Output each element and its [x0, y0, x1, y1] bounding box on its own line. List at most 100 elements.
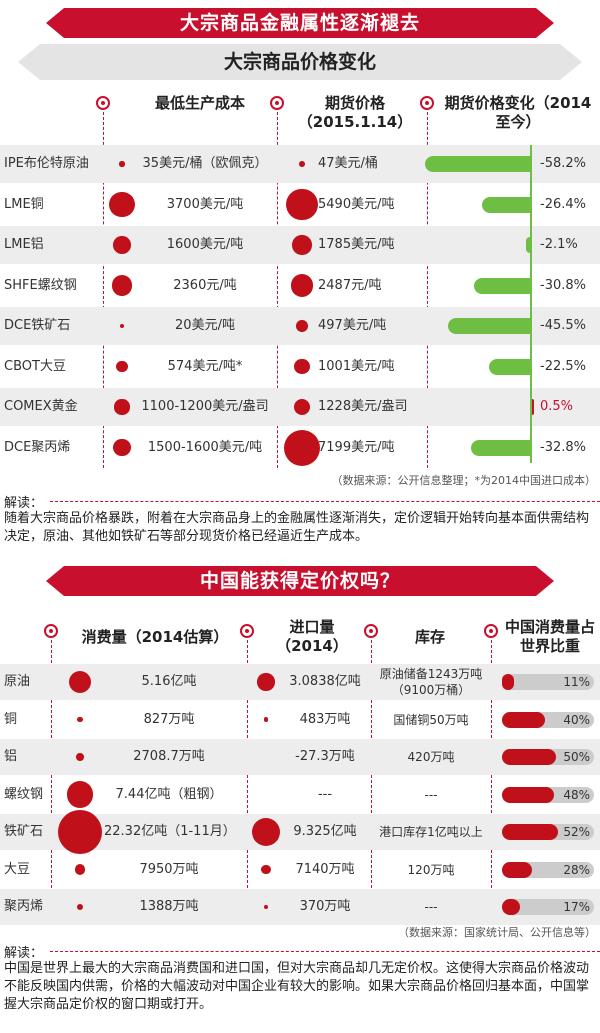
consumption-dot [68, 670, 92, 694]
cost-dot [114, 399, 130, 415]
futures-value: 2487元/吨 [318, 277, 382, 293]
header-cost: 最低生产成本 [154, 94, 245, 112]
share-label: 28% [563, 862, 590, 877]
futures-value: 47美元/桶 [318, 156, 378, 171]
inventory-value: --- [424, 787, 438, 802]
jiedu-divider [50, 501, 600, 502]
change-label: -30.8% [540, 277, 586, 293]
inventory-value: 国储铜50万吨 [393, 712, 469, 727]
change-label: -32.8% [540, 439, 586, 455]
section1-jiedu-label: 解读： [4, 496, 44, 511]
jiedu-divider [50, 951, 600, 952]
cost-value: 1600美元/吨 [166, 237, 244, 252]
futures-dot [299, 161, 305, 167]
table-row: 铝 2708.7万吨 -27.3万吨 420万吨 50% [0, 739, 600, 775]
column-divider [427, 112, 428, 468]
cost-dot [113, 236, 131, 254]
table-row: 铜 827万吨 483万吨 国储铜50万吨 40% [0, 702, 600, 738]
column-divider [51, 640, 52, 918]
change-label: -45.5% [540, 318, 586, 333]
futures-value: 1001美元/吨 [318, 358, 395, 374]
futures-value: 497美元/吨 [318, 318, 387, 333]
change-bar [474, 277, 530, 294]
table-row: 螺纹钢 7.44亿吨（粗钢） --- --- 48% [0, 777, 600, 813]
header-futures: 期货价格（2015.1.14） [297, 94, 413, 131]
futures-dot [290, 274, 314, 297]
header-inventory: 库存 [414, 628, 445, 646]
share-bar [502, 899, 521, 915]
imports-value: -27.3万吨 [295, 749, 355, 764]
share-bar [502, 674, 514, 690]
inventory-value: 420万吨 [407, 750, 455, 764]
commodity-name: CBOT大豆 [4, 358, 66, 374]
column-marker-icon [484, 624, 498, 638]
share-label: 48% [563, 787, 590, 802]
commodity-name: COMEX黄金 [4, 399, 78, 414]
table-row: LME铜 3700美元/吨 5490美元/吨 -26.4% [0, 186, 600, 224]
commodity-name: LME铜 [4, 196, 44, 212]
share-bar-track: 17% [502, 899, 594, 915]
cost-value: 1500-1600美元/吨 [147, 439, 263, 455]
column-divider [491, 640, 492, 918]
share-bar-track: 48% [502, 786, 594, 803]
share-bar [502, 711, 546, 728]
section1-title: 大宗商品金融属性逐渐褪去 [46, 8, 554, 38]
cost-dot [109, 191, 135, 218]
share-label: 17% [563, 900, 590, 914]
change-label: 0.5% [540, 399, 574, 414]
commodity-name: SHFE螺纹钢 [4, 277, 77, 293]
share-bar [502, 786, 554, 803]
cost-value: 35美元/桶（欧佩克） [142, 156, 268, 171]
section2-commentary: 中国是世界上最大的大宗商品消费国和进口国，但对大宗商品却几无定价权。这使得大宗商… [4, 961, 590, 1012]
change-label: -26.4% [540, 196, 586, 212]
cost-value: 20美元/吨 [175, 318, 235, 333]
inventory-value: --- [424, 900, 438, 914]
share-bar-track: 40% [502, 711, 594, 728]
imports-dot [261, 864, 271, 875]
consumption-value: 1388万吨 [139, 899, 199, 914]
commodity-name: 聚丙烯 [4, 899, 44, 914]
futures-dot [293, 398, 311, 416]
table-row: 聚丙烯 1388万吨 370万吨 --- 17% [0, 889, 600, 925]
consumption-dot [76, 753, 84, 761]
imports-value: --- [317, 786, 333, 802]
change-label: -58.2% [540, 156, 586, 171]
change-axis [530, 145, 532, 463]
table-row: 原油 5.16亿吨 3.0838亿吨 原油储备1243万吨（9100万桶） 11% [0, 664, 600, 700]
futures-dot [284, 429, 320, 466]
section2-source: （数据来源：国家统计局、公开信息等） [398, 926, 596, 939]
change-bar [482, 196, 530, 213]
share-bar [502, 824, 558, 840]
table-row: 大豆 7950万吨 7140万吨 120万吨 28% [0, 852, 600, 888]
change-bar [425, 156, 530, 172]
table-row: COMEX黄金 1100-1200美元/盎司 1228美元/盎司 0.5% [0, 388, 600, 426]
futures-value: 7199美元/吨 [318, 439, 395, 455]
commodity-name: 原油 [4, 674, 31, 689]
consumption-value: 5.16亿吨 [141, 674, 197, 689]
header-change: 期货价格变化（2014至今） [444, 94, 592, 131]
consumption-value: 22.32亿吨（1-11月） [104, 824, 236, 839]
consumption-dot [66, 781, 94, 808]
commodity-name: 铁矿石 [4, 824, 44, 839]
inventory-value: 原油储备1243万吨（9100万桶） [379, 667, 483, 697]
section1-commentary: 随着大宗商品价格暴跌，附着在大宗商品身上的金融属性逐渐消失，定价逻辑开始转向基本… [4, 511, 590, 544]
inventory-value: 港口库存1亿吨以上 [379, 825, 483, 839]
column-marker-icon [420, 96, 434, 110]
change-bar [526, 237, 530, 253]
share-bar-track: 52% [502, 824, 594, 840]
imports-value: 370万吨 [299, 899, 351, 914]
consumption-dot [58, 810, 102, 854]
commodity-name: DCE铁矿石 [4, 318, 71, 333]
change-label: -22.5% [540, 358, 586, 374]
consumption-value: 2708.7万吨 [133, 749, 205, 764]
commodity-name: 螺纹钢 [4, 786, 44, 802]
imports-value: 483万吨 [299, 711, 351, 727]
share-bar-track: 11% [502, 674, 594, 690]
consumption-dot [74, 864, 86, 875]
share-bar-track: 50% [502, 749, 594, 765]
share-label: 11% [563, 675, 590, 689]
table-row: SHFE螺纹钢 2360元/吨 2487元/吨 -30.8% [0, 267, 600, 305]
imports-value: 7140万吨 [295, 861, 355, 877]
imports-dot [263, 904, 269, 910]
section2-title: 中国能获得定价权吗？ [46, 566, 554, 596]
